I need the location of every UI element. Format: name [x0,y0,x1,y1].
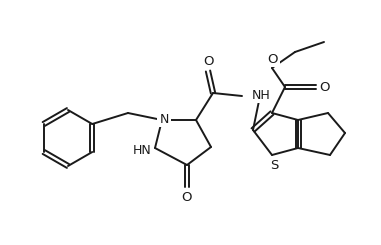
Text: HN: HN [133,144,152,157]
Text: O: O [203,54,213,68]
Text: S: S [270,159,278,172]
Text: O: O [182,191,192,204]
Text: NH: NH [252,88,271,101]
Text: N: N [159,112,169,125]
Text: O: O [319,81,329,94]
Text: O: O [268,52,278,65]
